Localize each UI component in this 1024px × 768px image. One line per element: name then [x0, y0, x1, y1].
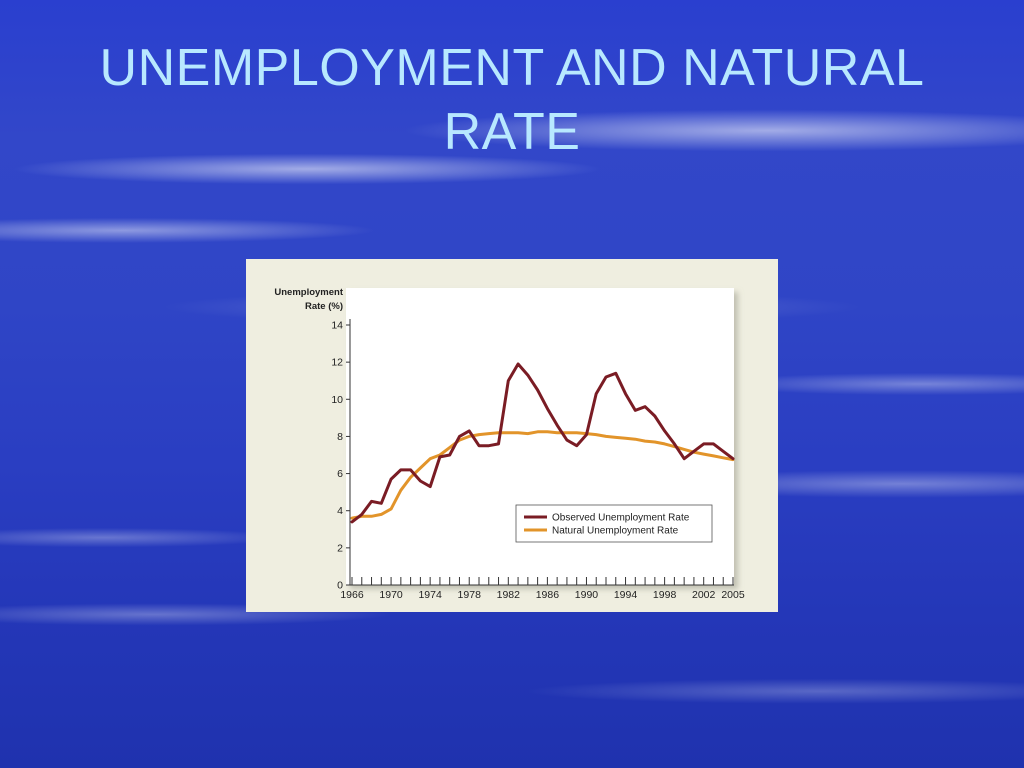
- x-tick-label: 1978: [458, 589, 482, 601]
- x-tick-label: 1998: [653, 589, 677, 601]
- y-tick-label: 6: [337, 468, 343, 480]
- y-tick-label: 0: [337, 580, 343, 592]
- observed-unemployment-rateline: [350, 362, 735, 524]
- x-tick-label: 1986: [536, 589, 560, 601]
- unemployment-chart: Unemployment Rate (%) 0 2 4 6 8 10 12 14 1966 1970…: [274, 287, 745, 601]
- y-tick-label: 14: [331, 320, 343, 332]
- x-tick-label: 2005: [721, 589, 745, 601]
- y-axis-label: Unemployment Rate (%): [274, 287, 343, 312]
- y-tick-label: 2: [337, 542, 343, 554]
- y-tick-label: 8: [337, 431, 343, 443]
- y-tick-label: 12: [331, 357, 343, 369]
- chart-panel: Unemployment Rate (%) 0 2 4 6 8 10 12 14 1966 1970…: [246, 259, 778, 612]
- x-tick-label: 1994: [614, 589, 638, 601]
- legend-box: [515, 504, 713, 543]
- series-lines: [350, 362, 735, 524]
- y-tick-label: 4: [337, 505, 343, 517]
- x-tick-label: 1982: [497, 589, 521, 601]
- slide-title-line-2: RATE: [443, 103, 581, 161]
- x-tick-label: 2002: [692, 589, 716, 601]
- x-tick-label: 1970: [379, 589, 403, 601]
- y-tick-label: 10: [331, 394, 343, 406]
- slide-title: UNEMPLOYMENT AND NATURAL RATE: [0, 36, 1024, 164]
- legend: Observed Unemployment Rate Natural Unempl…: [515, 504, 713, 543]
- x-tick-label: 1966: [340, 589, 364, 601]
- x-tick-label: 1974: [418, 589, 442, 601]
- axes: 0 2 4 6 8 10 12 14 1966 1970 1974 1978 1982 1986 1990 1…: [331, 319, 745, 601]
- legend-label: Natural Unemployment Rate: [552, 526, 679, 537]
- x-tick-label: 1990: [575, 589, 599, 601]
- legend-label: Observed Unemployment Rate: [552, 513, 690, 524]
- natural-unemployment-rateline: [350, 430, 735, 520]
- y-axis-label-line: Rate (%): [305, 301, 343, 312]
- y-axis-label-line: Unemployment: [274, 287, 343, 298]
- slide-title-line-1: UNEMPLOYMENT AND NATURAL: [99, 39, 925, 97]
